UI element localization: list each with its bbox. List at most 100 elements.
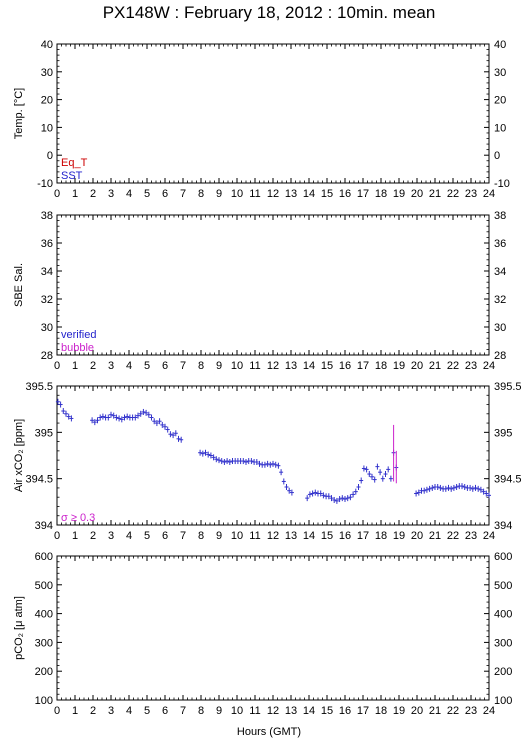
panel-2: 0 1 2 3 4 5 6 7 8 9 10 11 12 13 14 15 16 17 18 19 20 21 22 23 24… [13, 210, 506, 372]
x-tick-label: 22 [447, 188, 459, 200]
x-tick-label: 17 [357, 188, 369, 200]
x-tick-label: 19 [393, 530, 405, 542]
x-tick-label: 11 [249, 530, 260, 542]
x-tick-label: 9 [216, 188, 222, 200]
x-tick-label: 24 [483, 360, 495, 372]
x-tick-label: 20 [411, 360, 423, 372]
x-tick-label: 24 [483, 188, 495, 200]
y-tick-label-left: 100 [35, 695, 53, 707]
x-tick-label: 7 [180, 530, 186, 542]
y-tick-label-right: 32 [494, 294, 506, 306]
y-tick-label-left: 394.5 [25, 474, 53, 486]
panel-3: 0 1 2 3 4 5 6 7 8 9 10 11 12 13 14 15 16 17 18 19 20 21 22 23 24… [13, 381, 522, 542]
y-tick-label-left: 0 [47, 150, 53, 162]
x-tick-label: 2 [90, 530, 96, 542]
y-tick-label-right: 395 [494, 427, 512, 439]
x-tick-label: 14 [303, 360, 315, 372]
x-tick-label: 0 [54, 188, 60, 200]
y-tick-label-left: 40 [41, 39, 53, 51]
x-tick-label: 1 [72, 705, 78, 717]
x-tick-label: 20 [411, 530, 423, 542]
y-tick-label-right: 500 [494, 580, 512, 592]
x-tick-label: 17 [357, 530, 369, 542]
y-tick-label-left: 28 [41, 350, 53, 362]
x-tick-label: 14 [303, 705, 315, 717]
y-tick-label-left: 30 [41, 67, 53, 79]
x-tick-label: 9 [216, 705, 222, 717]
y-axis-label: pCO₂ [μ atm] [13, 596, 25, 660]
y-tick-label-left: 394 [35, 520, 53, 532]
x-tick-label: 4 [126, 360, 132, 372]
y-tick-label-left: 200 [35, 666, 53, 678]
x-tick-label: 5 [144, 530, 150, 542]
x-tick-label: 6 [162, 188, 168, 200]
x-tick-label: 21 [429, 360, 441, 372]
y-tick-label-right: 0 [494, 150, 500, 162]
x-tick-label: 16 [339, 705, 351, 717]
x-tick-label: 4 [126, 188, 132, 200]
x-tick-label: 14 [303, 530, 315, 542]
y-axis-label: Temp. [°C] [13, 88, 25, 139]
x-tick-label: 10 [231, 705, 243, 717]
y-tick-label-left: 395 [35, 427, 53, 439]
x-tick-label: 21 [429, 188, 441, 200]
x-tick-label: 16 [339, 188, 351, 200]
x-tick-label: 3 [108, 705, 114, 717]
x-tick-label: 8 [198, 705, 204, 717]
x-tick-label: 13 [285, 360, 297, 372]
x-tick-label: 12 [267, 360, 279, 372]
x-tick-label: 15 [321, 530, 333, 542]
x-tick-label: 16 [339, 360, 351, 372]
y-axis-label: Air xCO₂ [ppm] [13, 419, 25, 492]
x-tick-label: 5 [144, 360, 150, 372]
x-tick-label: 23 [465, 705, 477, 717]
panels: 0 1 2 3 4 5 6 7 8 9 10 11 12 13 14 15 16 17 18 19 20 21 22 23 24… [13, 39, 522, 717]
x-tick-label: 24 [483, 530, 495, 542]
x-tick-label: 12 [267, 530, 279, 542]
x-tick-label: 7 [180, 188, 186, 200]
x-tick-label: 12 [267, 188, 279, 200]
y-tick-label-right: -10 [494, 178, 510, 190]
y-tick-label-left: 20 [41, 95, 53, 107]
x-tick-label: 24 [483, 705, 495, 717]
y-tick-label-right: 100 [494, 695, 512, 707]
plot-frame [56, 385, 490, 526]
y-tick-label-left: 395.5 [25, 381, 53, 393]
x-tick-label: 19 [393, 188, 405, 200]
x-tick-label: 10 [231, 188, 243, 200]
x-tick-label: 11 [249, 705, 260, 717]
plot-frame [56, 214, 490, 356]
x-tick-label: 22 [447, 705, 459, 717]
x-tick-label: 4 [126, 530, 132, 542]
y-tick-label-left: 600 [35, 551, 53, 563]
x-tick-label: 3 [108, 530, 114, 542]
y-tick-label-left: -10 [37, 178, 53, 190]
x-tick-label: 5 [144, 188, 150, 200]
x-tick-label: 20 [411, 188, 423, 200]
x-tick-label: 4 [126, 705, 132, 717]
y-tick-label-right: 20 [494, 95, 506, 107]
x-tick-label: 23 [465, 530, 477, 542]
y-tick-label-right: 600 [494, 551, 512, 563]
x-tick-label: 15 [321, 188, 333, 200]
x-axis-label: Hours (GMT) [237, 726, 301, 738]
y-tick-label-left: 30 [41, 322, 53, 334]
x-tick-label: 18 [375, 360, 387, 372]
x-tick-label: 6 [162, 360, 168, 372]
x-tick-label: 5 [144, 705, 150, 717]
x-tick-label: 1 [72, 360, 78, 372]
x-tick-label: 0 [54, 705, 60, 717]
x-tick-label: 18 [375, 705, 387, 717]
legend-entry: σ ≥ 0.3 [61, 512, 95, 524]
y-tick-label-right: 34 [494, 266, 506, 278]
x-tick-label: 2 [90, 705, 96, 717]
x-tick-label: 23 [465, 188, 477, 200]
y-tick-label-left: 300 [35, 637, 53, 649]
y-tick-label-right: 400 [494, 609, 512, 621]
legend-entry: bubble [61, 342, 94, 354]
y-tick-label-right: 38 [494, 210, 506, 222]
y-tick-label-left: 36 [41, 238, 53, 250]
y-tick-label-left: 500 [35, 580, 53, 592]
x-tick-label: 9 [216, 360, 222, 372]
